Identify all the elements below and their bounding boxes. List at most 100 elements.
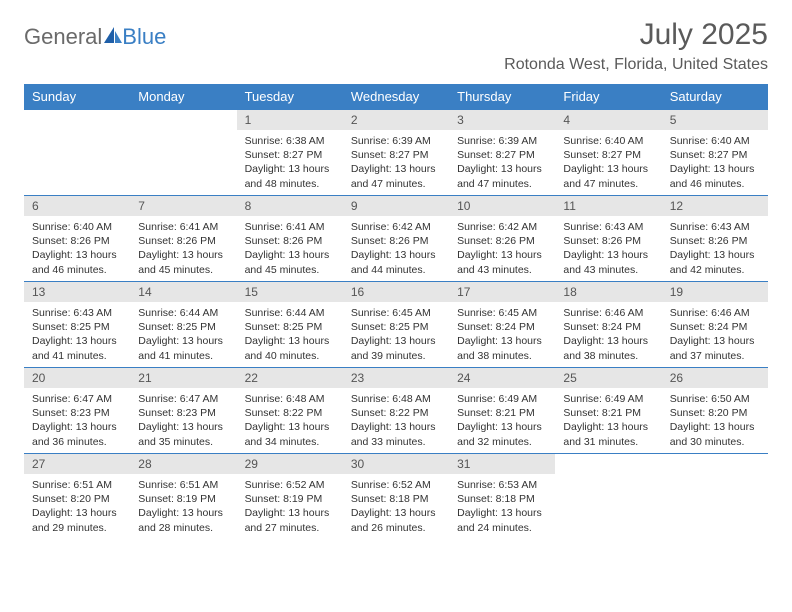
calendar-day-cell: 15Sunrise: 6:44 AMSunset: 8:25 PMDayligh…: [237, 282, 343, 368]
sunset-line: Sunset: 8:24 PM: [563, 320, 653, 334]
day-number: 1: [237, 110, 343, 130]
logo-text-general: General: [24, 24, 102, 50]
sunrise-line: Sunrise: 6:47 AM: [32, 392, 122, 406]
calendar-day-cell: 23Sunrise: 6:48 AMSunset: 8:22 PMDayligh…: [343, 368, 449, 454]
calendar-day-cell: 13Sunrise: 6:43 AMSunset: 8:25 PMDayligh…: [24, 282, 130, 368]
calendar-day-cell: 20Sunrise: 6:47 AMSunset: 8:23 PMDayligh…: [24, 368, 130, 454]
sunset-line: Sunset: 8:27 PM: [351, 148, 441, 162]
sunset-line: Sunset: 8:23 PM: [32, 406, 122, 420]
daylight-line: Daylight: 13 hours and 45 minutes.: [245, 248, 335, 276]
day-number: 23: [343, 368, 449, 388]
sunset-line: Sunset: 8:26 PM: [138, 234, 228, 248]
calendar-day-cell: 18Sunrise: 6:46 AMSunset: 8:24 PMDayligh…: [555, 282, 661, 368]
calendar-table: SundayMondayTuesdayWednesdayThursdayFrid…: [24, 84, 768, 540]
day-header: Saturday: [662, 84, 768, 110]
day-number: 11: [555, 196, 661, 216]
calendar-day-cell: 4Sunrise: 6:40 AMSunset: 8:27 PMDaylight…: [555, 110, 661, 196]
logo-text-blue: Blue: [122, 24, 166, 50]
sunrise-line: Sunrise: 6:46 AM: [563, 306, 653, 320]
calendar-day-cell: 26Sunrise: 6:50 AMSunset: 8:20 PMDayligh…: [662, 368, 768, 454]
sunset-line: Sunset: 8:26 PM: [245, 234, 335, 248]
day-number: 15: [237, 282, 343, 302]
day-number: 26: [662, 368, 768, 388]
day-details: Sunrise: 6:39 AMSunset: 8:27 PMDaylight:…: [343, 130, 449, 195]
daylight-line: Daylight: 13 hours and 36 minutes.: [32, 420, 122, 448]
sunset-line: Sunset: 8:27 PM: [563, 148, 653, 162]
sunset-line: Sunset: 8:26 PM: [32, 234, 122, 248]
day-details: Sunrise: 6:51 AMSunset: 8:20 PMDaylight:…: [24, 474, 130, 539]
sunrise-line: Sunrise: 6:45 AM: [351, 306, 441, 320]
daylight-line: Daylight: 13 hours and 44 minutes.: [351, 248, 441, 276]
month-title: July 2025: [504, 18, 768, 52]
calendar-day-cell: 22Sunrise: 6:48 AMSunset: 8:22 PMDayligh…: [237, 368, 343, 454]
day-number: 8: [237, 196, 343, 216]
calendar-day-cell: 27Sunrise: 6:51 AMSunset: 8:20 PMDayligh…: [24, 454, 130, 540]
sunset-line: Sunset: 8:27 PM: [670, 148, 760, 162]
calendar-day-cell: 24Sunrise: 6:49 AMSunset: 8:21 PMDayligh…: [449, 368, 555, 454]
day-header: Monday: [130, 84, 236, 110]
sunset-line: Sunset: 8:24 PM: [457, 320, 547, 334]
sunset-line: Sunset: 8:27 PM: [245, 148, 335, 162]
daylight-line: Daylight: 13 hours and 47 minutes.: [351, 162, 441, 190]
daylight-line: Daylight: 13 hours and 28 minutes.: [138, 506, 228, 534]
sunrise-line: Sunrise: 6:44 AM: [245, 306, 335, 320]
day-number: 27: [24, 454, 130, 474]
sunrise-line: Sunrise: 6:47 AM: [138, 392, 228, 406]
sunset-line: Sunset: 8:20 PM: [32, 492, 122, 506]
sunset-line: Sunset: 8:25 PM: [245, 320, 335, 334]
sunset-line: Sunset: 8:24 PM: [670, 320, 760, 334]
day-header: Friday: [555, 84, 661, 110]
sunset-line: Sunset: 8:25 PM: [32, 320, 122, 334]
calendar-day-cell: 31Sunrise: 6:53 AMSunset: 8:18 PMDayligh…: [449, 454, 555, 540]
day-header: Thursday: [449, 84, 555, 110]
sunrise-line: Sunrise: 6:48 AM: [351, 392, 441, 406]
calendar-day-cell: 9Sunrise: 6:42 AMSunset: 8:26 PMDaylight…: [343, 196, 449, 282]
daylight-line: Daylight: 13 hours and 46 minutes.: [32, 248, 122, 276]
day-number: 12: [662, 196, 768, 216]
day-details: Sunrise: 6:45 AMSunset: 8:24 PMDaylight:…: [449, 302, 555, 367]
calendar-day-cell: 7Sunrise: 6:41 AMSunset: 8:26 PMDaylight…: [130, 196, 236, 282]
daylight-line: Daylight: 13 hours and 39 minutes.: [351, 334, 441, 362]
day-number: 14: [130, 282, 236, 302]
day-number: 29: [237, 454, 343, 474]
logo: General Blue: [24, 18, 166, 50]
calendar-day-cell: 3Sunrise: 6:39 AMSunset: 8:27 PMDaylight…: [449, 110, 555, 196]
calendar-day-cell: 21Sunrise: 6:47 AMSunset: 8:23 PMDayligh…: [130, 368, 236, 454]
day-details: Sunrise: 6:38 AMSunset: 8:27 PMDaylight:…: [237, 130, 343, 195]
calendar-day-cell: 30Sunrise: 6:52 AMSunset: 8:18 PMDayligh…: [343, 454, 449, 540]
day-details: Sunrise: 6:53 AMSunset: 8:18 PMDaylight:…: [449, 474, 555, 539]
calendar-week-row: 13Sunrise: 6:43 AMSunset: 8:25 PMDayligh…: [24, 282, 768, 368]
day-number: 7: [130, 196, 236, 216]
daylight-line: Daylight: 13 hours and 43 minutes.: [457, 248, 547, 276]
daylight-line: Daylight: 13 hours and 41 minutes.: [32, 334, 122, 362]
day-details: Sunrise: 6:49 AMSunset: 8:21 PMDaylight:…: [449, 388, 555, 453]
calendar-empty-cell: [555, 454, 661, 540]
sunset-line: Sunset: 8:22 PM: [245, 406, 335, 420]
sunrise-line: Sunrise: 6:51 AM: [32, 478, 122, 492]
day-details: Sunrise: 6:50 AMSunset: 8:20 PMDaylight:…: [662, 388, 768, 453]
sunrise-line: Sunrise: 6:42 AM: [457, 220, 547, 234]
calendar-day-cell: 25Sunrise: 6:49 AMSunset: 8:21 PMDayligh…: [555, 368, 661, 454]
sunrise-line: Sunrise: 6:48 AM: [245, 392, 335, 406]
calendar-empty-cell: [130, 110, 236, 196]
day-header: Wednesday: [343, 84, 449, 110]
day-number: 2: [343, 110, 449, 130]
daylight-line: Daylight: 13 hours and 43 minutes.: [563, 248, 653, 276]
day-details: Sunrise: 6:45 AMSunset: 8:25 PMDaylight:…: [343, 302, 449, 367]
day-number: 31: [449, 454, 555, 474]
sunrise-line: Sunrise: 6:43 AM: [670, 220, 760, 234]
sunset-line: Sunset: 8:19 PM: [245, 492, 335, 506]
calendar-head: SundayMondayTuesdayWednesdayThursdayFrid…: [24, 84, 768, 110]
sunset-line: Sunset: 8:18 PM: [457, 492, 547, 506]
day-header-row: SundayMondayTuesdayWednesdayThursdayFrid…: [24, 84, 768, 110]
calendar-day-cell: 16Sunrise: 6:45 AMSunset: 8:25 PMDayligh…: [343, 282, 449, 368]
calendar-day-cell: 19Sunrise: 6:46 AMSunset: 8:24 PMDayligh…: [662, 282, 768, 368]
day-number: 6: [24, 196, 130, 216]
daylight-line: Daylight: 13 hours and 27 minutes.: [245, 506, 335, 534]
daylight-line: Daylight: 13 hours and 26 minutes.: [351, 506, 441, 534]
sunrise-line: Sunrise: 6:40 AM: [670, 134, 760, 148]
daylight-line: Daylight: 13 hours and 41 minutes.: [138, 334, 228, 362]
sunrise-line: Sunrise: 6:49 AM: [457, 392, 547, 406]
day-number: 19: [662, 282, 768, 302]
day-number: 9: [343, 196, 449, 216]
